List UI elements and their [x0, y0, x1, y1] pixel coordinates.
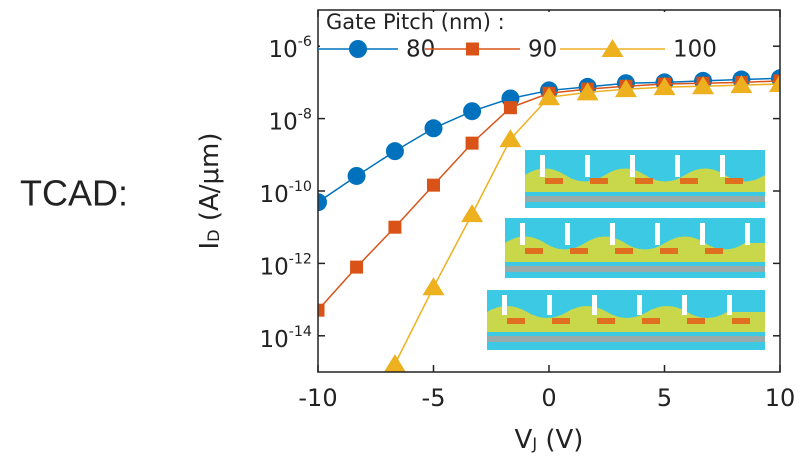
legend-title: Gate Pitch (nm) :	[326, 10, 505, 34]
x-tick-label: -5	[422, 384, 446, 412]
y-tick-label: 10-12	[259, 251, 312, 280]
y-tick-label: 10-8	[269, 106, 313, 135]
x-tick-label: 0	[541, 384, 556, 412]
marker	[504, 101, 517, 114]
chart: TCAD: -10 -5 0 5 10 10-14 10-12 10-10 10-8 10-6 VJ…	[0, 0, 812, 468]
x-tick-label: 10	[765, 384, 796, 412]
marker	[463, 102, 481, 120]
legend-label: 90	[528, 37, 557, 63]
marker	[427, 179, 440, 192]
marker	[384, 354, 406, 372]
side-label: TCAD:	[20, 173, 128, 214]
y-axis-label: ID (A/μm)	[195, 132, 225, 249]
inset-image	[487, 150, 765, 350]
x-tick-label: -10	[298, 384, 337, 412]
marker	[423, 277, 445, 295]
y-tick-label: 10-14	[259, 323, 312, 352]
marker	[425, 119, 443, 137]
y-tick-label: 10-6	[269, 34, 313, 63]
legend-label: 100	[673, 37, 717, 63]
marker	[348, 167, 366, 185]
x-axis-label: VJ (V)	[515, 425, 584, 455]
marker	[349, 40, 367, 58]
marker	[388, 221, 401, 234]
marker	[466, 43, 479, 56]
x-tick-label: 5	[657, 384, 672, 412]
marker	[461, 204, 483, 222]
marker	[466, 137, 479, 150]
marker	[386, 142, 404, 160]
marker	[350, 261, 363, 274]
y-tick-label: 10-10	[259, 179, 312, 208]
